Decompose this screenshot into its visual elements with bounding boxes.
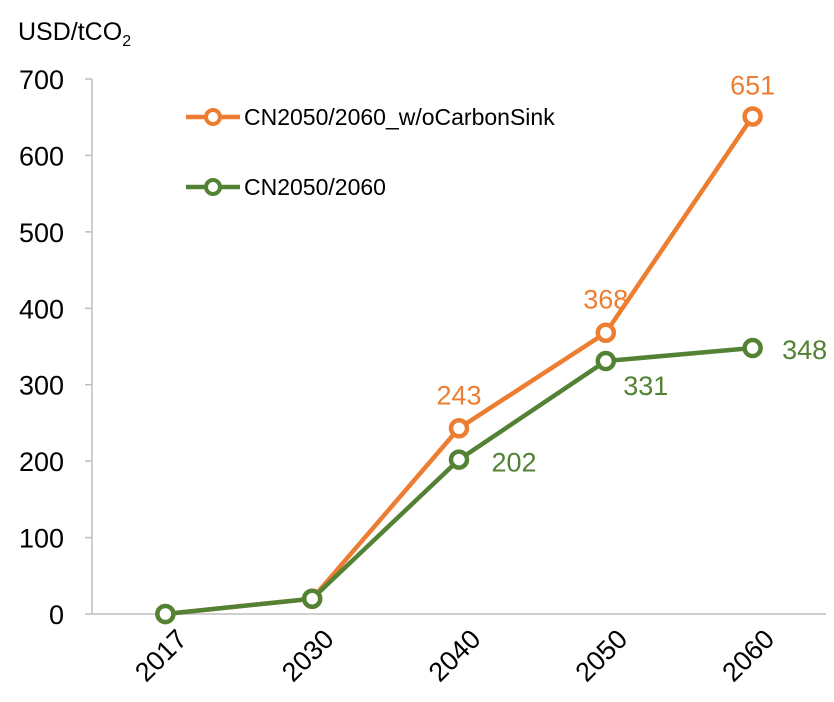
series-1-point <box>155 603 176 625</box>
series-1-point <box>448 449 470 470</box>
y-tick-labels: 0 100 200 300 400 500 600 700 <box>19 65 64 630</box>
y-axis-unit: USD/tCO2 <box>18 18 131 50</box>
legend-label: CN2050/2060_w/oCarbonSink <box>244 104 555 130</box>
y-tick-label: 400 <box>19 294 64 324</box>
x-tick-label: 2050 <box>570 624 634 688</box>
data-label: 368 <box>583 285 628 315</box>
y-tick-label: 100 <box>19 524 64 554</box>
series-0-point <box>595 322 617 343</box>
x-tick-label: 2030 <box>276 624 340 688</box>
data-label: 202 <box>491 448 536 478</box>
y-tick-label: 200 <box>19 447 64 477</box>
x-tick-label: 2060 <box>716 624 780 688</box>
series-1-point <box>742 337 763 359</box>
data-labels: 243 368 651 202 331 348 <box>436 70 827 477</box>
series-group <box>155 106 763 625</box>
x-tick-labels: 2017 2030 2040 2050 2060 <box>129 624 780 688</box>
y-tick-label: 500 <box>19 218 64 248</box>
y-tick-label: 300 <box>19 371 64 401</box>
x-tick-label: 2040 <box>423 624 487 688</box>
series-0-point <box>742 106 763 127</box>
data-label: 331 <box>623 371 668 401</box>
legend-marker <box>204 108 222 126</box>
legend-label: CN2050/2060 <box>244 174 386 200</box>
y-axis-unit-main: USD/tCO <box>18 18 122 46</box>
y-axis-unit-subscript: 2 <box>122 33 131 50</box>
y-tick-label: 0 <box>49 600 64 630</box>
y-tick-label: 600 <box>19 141 64 171</box>
x-tick-label: 2017 <box>129 624 193 688</box>
series-1-point <box>301 588 323 609</box>
legend-marker <box>204 178 222 196</box>
y-tick-label: 700 <box>19 65 64 95</box>
series-0-point <box>448 418 470 439</box>
series-1-point <box>595 350 617 372</box>
data-label: 651 <box>730 70 775 100</box>
data-label: 348 <box>782 335 827 365</box>
legend: CN2050/2060_w/oCarbonSink CN2050/2060 <box>186 104 555 200</box>
data-label: 243 <box>436 380 481 410</box>
y-axis-tick-marks <box>85 78 92 615</box>
